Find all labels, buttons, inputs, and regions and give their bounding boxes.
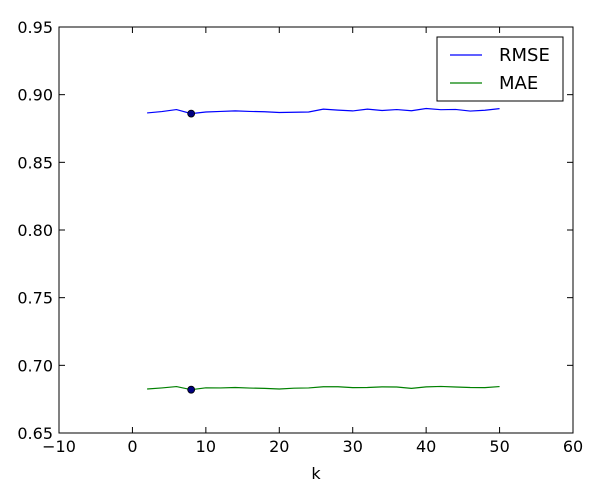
y-tick-label: 0.85	[17, 153, 53, 172]
y-tick-label: 0.95	[17, 18, 53, 37]
legend: RMSE MAE	[436, 36, 564, 102]
series-layer	[147, 107, 500, 391]
x-axis-ticks: −10 0 10 20 30 40 50 60	[42, 27, 583, 456]
legend-box	[436, 36, 564, 102]
marker-layer	[187, 109, 196, 394]
y-tick-label: 0.70	[17, 356, 53, 375]
marker-rmse	[187, 109, 196, 118]
y-tick-label: 0.80	[17, 221, 53, 240]
y-tick-label: 0.90	[17, 86, 53, 105]
series-line-mae	[147, 385, 500, 391]
legend-label-mae: MAE	[499, 73, 538, 94]
x-tick-label: 60	[563, 437, 583, 456]
y-tick-label: 0.75	[17, 289, 53, 308]
y-tick-label: 0.65	[17, 424, 53, 443]
y-axis-ticks: 0.65 0.70 0.75 0.80 0.85 0.90 0.95	[17, 18, 573, 443]
x-tick-label: −10	[42, 437, 76, 456]
x-tick-label: 10	[196, 437, 216, 456]
series-line-rmse	[147, 107, 500, 115]
legend-label-rmse: RMSE	[499, 45, 550, 66]
x-tick-label: 30	[343, 437, 363, 456]
marker-mae	[187, 385, 196, 394]
x-axis-title: k	[311, 464, 321, 483]
x-tick-label: 0	[127, 437, 137, 456]
x-tick-label: 20	[269, 437, 289, 456]
x-tick-label: 40	[416, 437, 436, 456]
x-tick-label: 50	[489, 437, 509, 456]
